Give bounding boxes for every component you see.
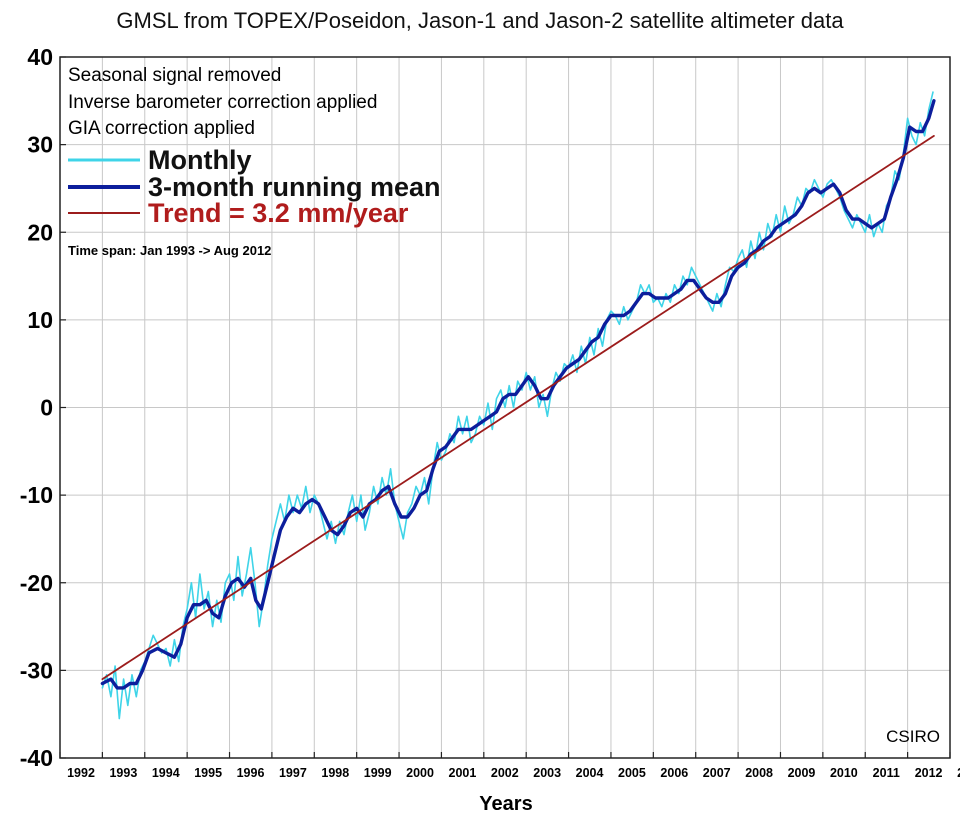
x-tick-label: 2013 xyxy=(957,766,960,780)
x-tick-label: 2011 xyxy=(873,766,900,780)
grid xyxy=(60,57,950,758)
legend-label-running-mean: 3-month running mean xyxy=(148,172,441,202)
x-tick-label: 2007 xyxy=(703,766,731,780)
x-tick-label: 2004 xyxy=(576,766,604,780)
series-line-2 xyxy=(101,135,935,680)
annotation-gia: GIA correction applied xyxy=(68,118,255,139)
time-span-label: Time span: Jan 1993 -> Aug 2012 xyxy=(68,243,271,258)
series-line-1 xyxy=(100,99,936,690)
x-tick-label: 1993 xyxy=(109,766,137,780)
x-tick-label: 2009 xyxy=(788,766,816,780)
annotation-block: Seasonal signal removed Inverse baromete… xyxy=(68,65,377,139)
chart-title: GMSL from TOPEX/Poseidon, Jason-1 and Ja… xyxy=(116,8,844,33)
x-tick-label: 2002 xyxy=(491,766,519,780)
x-tick-label: 2010 xyxy=(830,766,858,780)
x-tick-label: 1998 xyxy=(321,766,349,780)
y-tick-label: 0 xyxy=(40,395,53,421)
x-tick-label: 2006 xyxy=(660,766,688,780)
y-tick-label: 40 xyxy=(27,44,53,70)
x-tick-label: 1999 xyxy=(364,766,392,780)
x-tick-label: 2000 xyxy=(406,766,434,780)
y-tick-label: 10 xyxy=(27,307,53,333)
y-tick-label: 30 xyxy=(27,132,53,158)
y-axis-ticks: -40 -30 -20 -10 0 10 20 30 40 xyxy=(20,44,66,771)
x-tick-label: 2012 xyxy=(915,766,943,780)
y-tick-label: -10 xyxy=(20,482,53,508)
x-tick-label: 2005 xyxy=(618,766,646,780)
x-tick-label: 1994 xyxy=(152,766,180,780)
x-tick-label: 1996 xyxy=(237,766,265,780)
y-tick-label: 20 xyxy=(27,219,53,245)
x-axis-label: Years xyxy=(479,793,532,815)
x-tick-label: 1997 xyxy=(279,766,307,780)
x-axis-ticks: 1992 1993 1994 1995 1996 1997 1998 1999 2000 2001… xyxy=(59,752,960,780)
y-tick-label: -30 xyxy=(20,657,53,683)
legend-label-trend: Trend = 3.2 mm/year xyxy=(148,198,409,228)
x-tick-label: 2008 xyxy=(745,766,773,780)
legend-label-monthly: Monthly xyxy=(148,145,251,175)
legend: Monthly 3-month running mean Trend = 3.2… xyxy=(68,145,441,228)
x-tick-label: 2003 xyxy=(533,766,561,780)
annotation-inverse-barometer: Inverse barometer correction applied xyxy=(68,92,377,113)
credit-label: CSIRO xyxy=(886,727,940,746)
x-tick-label: 1992 xyxy=(67,766,95,780)
annotation-seasonal: Seasonal signal removed xyxy=(68,65,281,86)
y-tick-label: -40 xyxy=(20,745,53,771)
series-layer xyxy=(100,91,936,720)
x-tick-label: 1995 xyxy=(194,766,222,780)
y-tick-label: -20 xyxy=(20,570,53,596)
x-tick-label: 2001 xyxy=(449,766,477,780)
